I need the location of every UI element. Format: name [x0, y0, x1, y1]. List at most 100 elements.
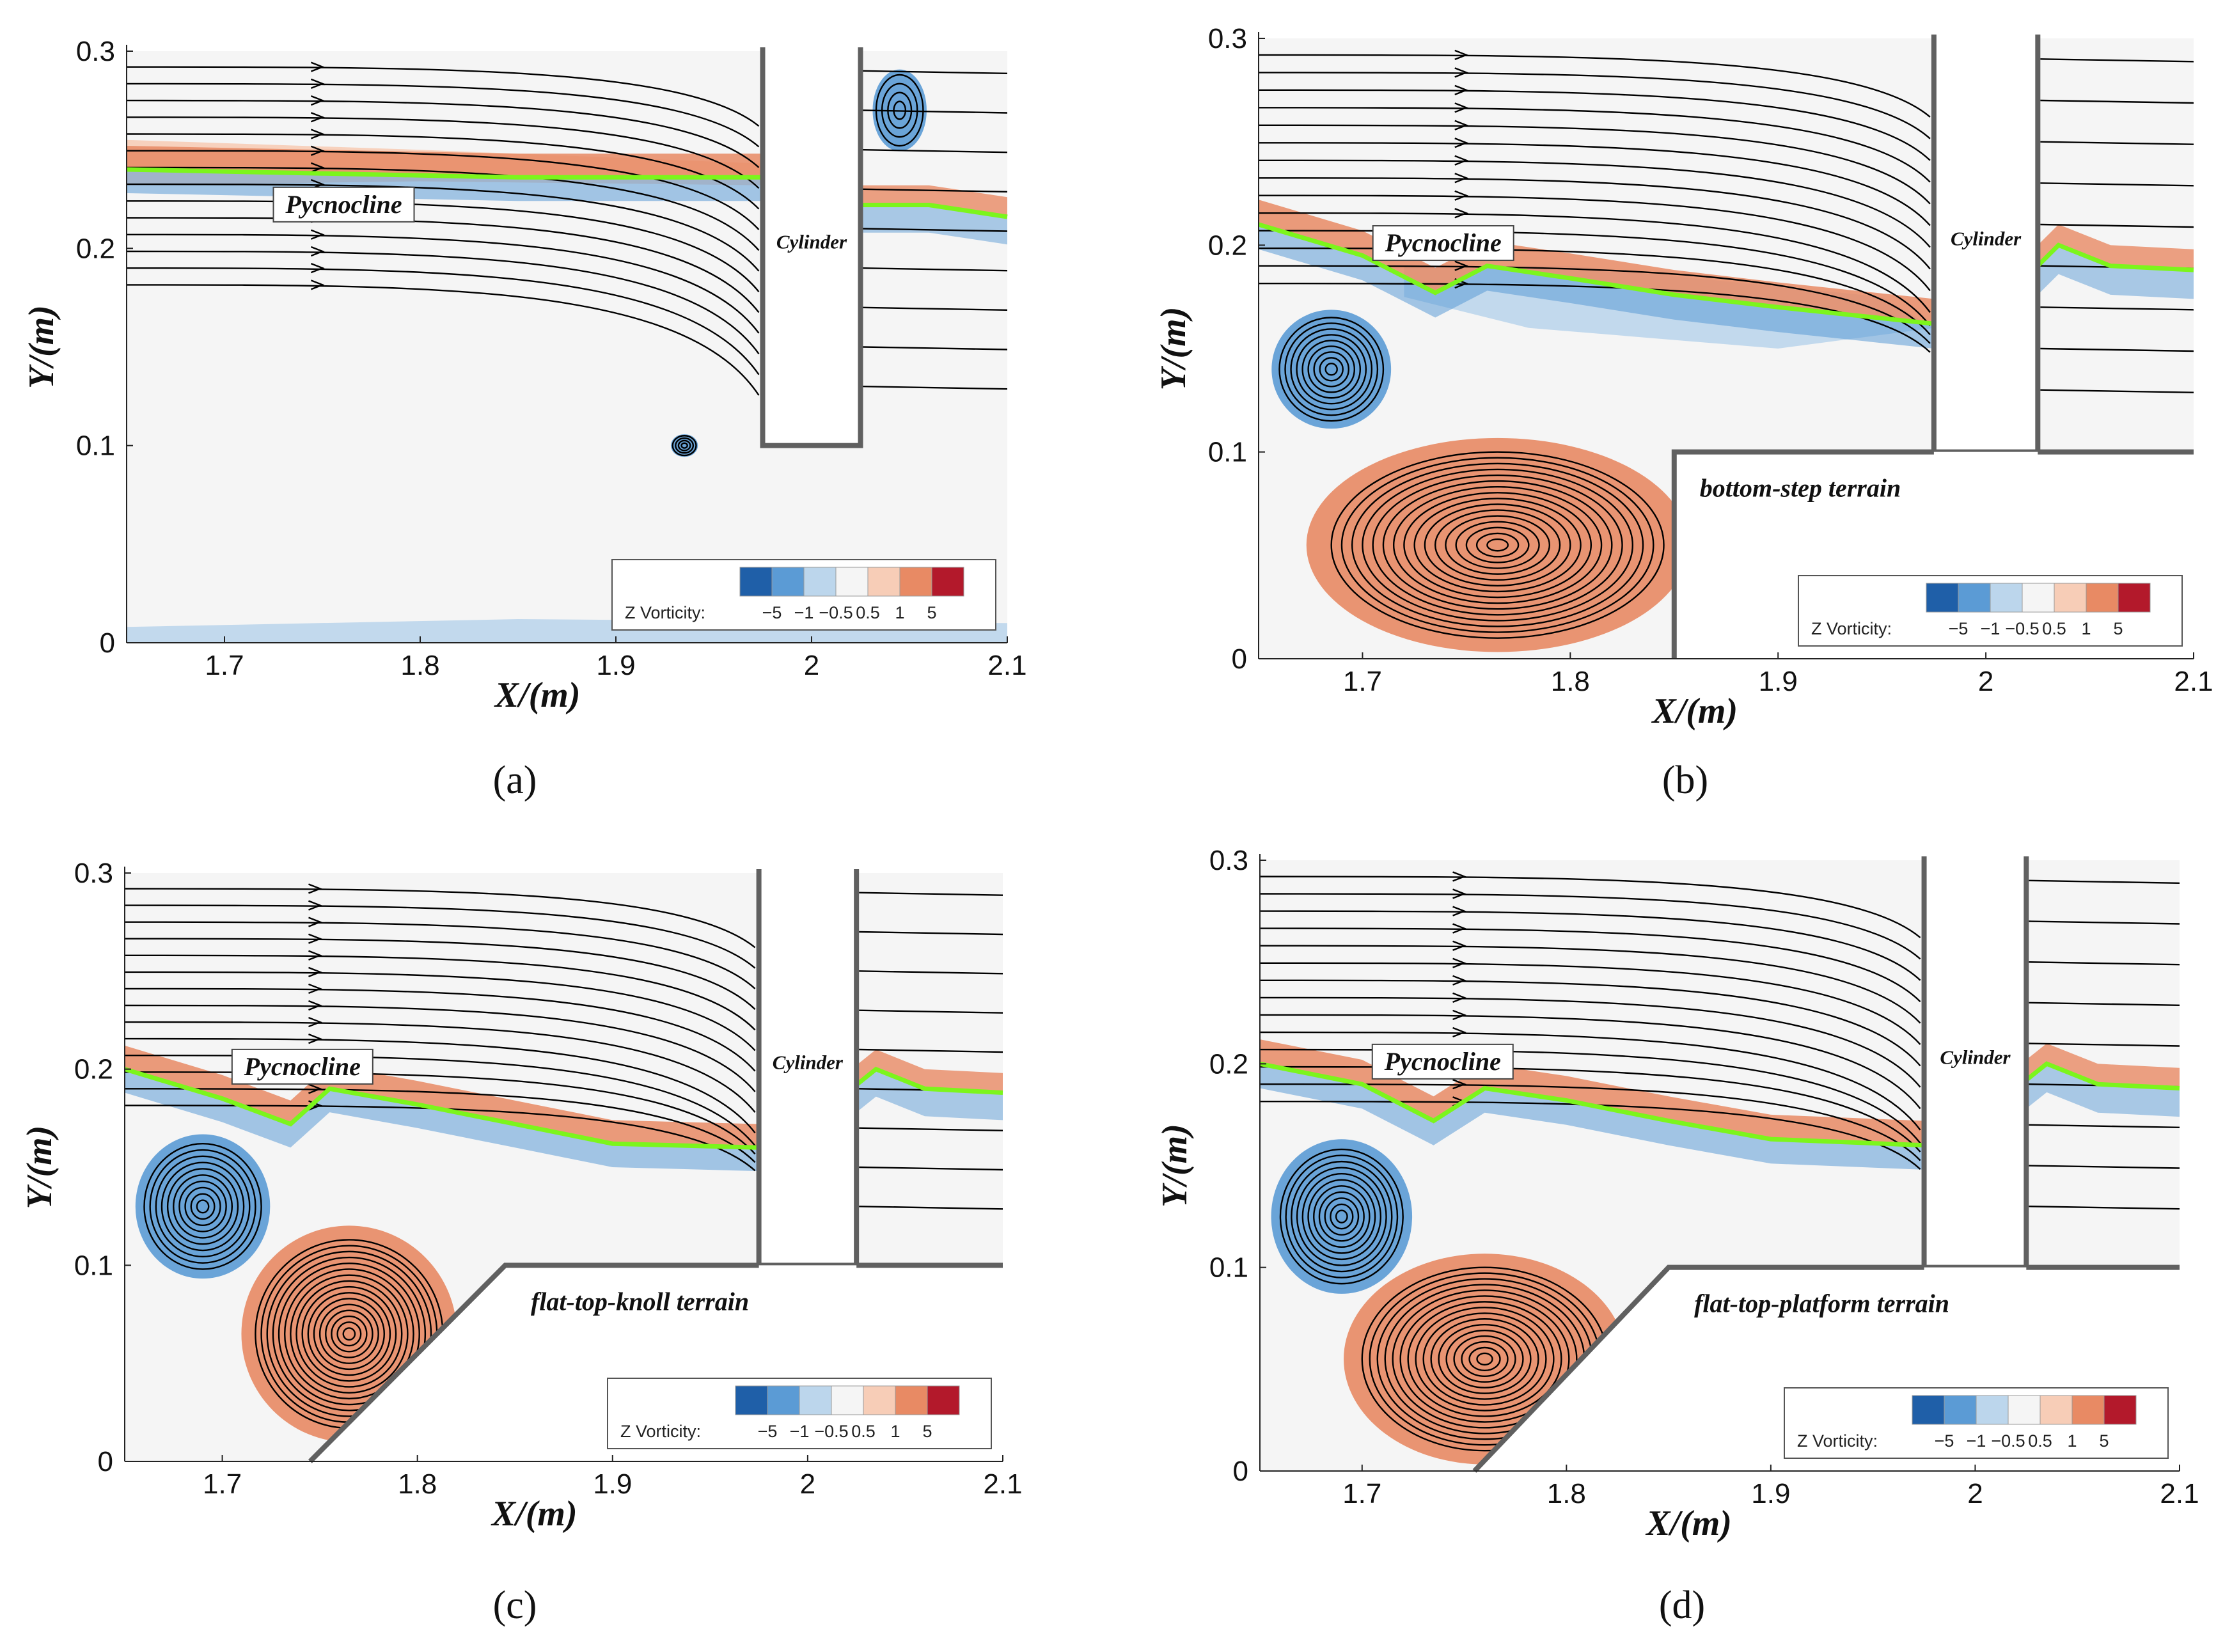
colorbar-swatch: [1912, 1395, 1945, 1425]
colorbar-tick-label: −0.5: [814, 1422, 848, 1441]
cylinder-label: Cylinder: [773, 1051, 844, 1074]
y-tick-label: 0.2: [1208, 230, 1247, 261]
pycnocline-line: [1257, 222, 1935, 326]
colorbar-swatch: [931, 567, 964, 597]
vortex-streamline: [1399, 1295, 1570, 1423]
streamline: [127, 250, 760, 354]
colorbar-title: Z Vorticity:: [1811, 619, 1892, 638]
streamline-arrow: [310, 229, 325, 240]
vortex-streamline: [1465, 526, 1530, 563]
wake-streamline: [863, 267, 1007, 272]
vortex-streamline: [1330, 451, 1665, 639]
y-tick-label: 0.3: [74, 858, 113, 889]
y-axis-label: Y/(m): [1155, 1124, 1195, 1208]
vortex-streamline: [1468, 1346, 1501, 1372]
streamline: [1260, 1083, 1921, 1161]
streamline: [127, 150, 760, 230]
colorbar-tick-label: 5: [922, 1422, 932, 1441]
vortex-streamline: [1301, 1173, 1382, 1261]
wake-streamline: [859, 1206, 1003, 1210]
cylinder-wall: [760, 47, 863, 448]
streamline-arrow: [1452, 888, 1466, 899]
colorbar-tick-label: −5: [1935, 1431, 1954, 1451]
colorbar-tick-label: −1: [1981, 619, 2000, 638]
streamline-arrow: [1452, 992, 1466, 1003]
colorbar-title: Z Vorticity:: [1797, 1431, 1878, 1451]
colorbar-swatch: [899, 567, 932, 597]
vortex-streamline: [173, 1174, 233, 1239]
colorbar-tick-label: 0.5: [2028, 1431, 2052, 1451]
cylinder-label: Cylinder: [1951, 227, 2022, 249]
y-tick-label: 0.1: [1209, 1252, 1248, 1284]
vortex-streamline: [313, 1298, 385, 1371]
vortex-streamline: [1313, 1185, 1371, 1248]
vortex-streamline: [1324, 363, 1338, 376]
y-tick-label: 0.1: [1208, 437, 1247, 468]
terrain-wall: [308, 1263, 1003, 1463]
panel-c: flat-top-knoll terrain 1.7 1.8 1.9 2 2.1 0 0.1 0…: [20, 858, 1023, 1627]
streamline-arrow: [308, 1000, 322, 1011]
streamlines: [125, 883, 1003, 1210]
pycnocline-line-right: [2036, 242, 2194, 272]
vortex-streamline: [149, 1149, 256, 1264]
negative-vortex-core: [1271, 310, 1392, 429]
vortex-streamline: [1296, 1167, 1387, 1266]
x-tick-label: 1.7: [205, 650, 244, 681]
streamline-arrow: [308, 933, 322, 944]
vortex-streamline: [143, 1143, 262, 1270]
x-tick-label: 1.8: [1551, 666, 1590, 697]
y-tick-label: 0.2: [1209, 1048, 1248, 1080]
streamline: [1259, 283, 1931, 353]
cylinder-body: [762, 50, 861, 446]
vortex-streamline: [331, 1315, 368, 1353]
colorbar-title: Z Vorticity:: [620, 1422, 701, 1441]
vorticity-field: [1259, 49, 2194, 652]
pycnocline-label: Pycnocline: [285, 190, 402, 219]
shear-layer-negative-right: [856, 1069, 1003, 1121]
colorbar-tick-label: −5: [758, 1422, 778, 1441]
terrain-label: flat-top-platform terrain: [1694, 1289, 1949, 1318]
shear-layer-positive: [1260, 1039, 1924, 1145]
streamline: [1260, 1014, 1921, 1110]
colorbar-tick-label: −0.5: [1991, 1431, 2025, 1451]
wake-streamline: [2029, 920, 2180, 925]
x-tick-label: 1.9: [1759, 666, 1798, 697]
pycnocline-label: Pycnocline: [244, 1052, 361, 1081]
streamline: [127, 66, 760, 127]
vortex-streamline: [1475, 532, 1520, 558]
vortex-streamline: [1291, 1160, 1393, 1273]
colorbar-tick-label: −1: [794, 603, 814, 622]
vortex-streamline: [1335, 1209, 1348, 1223]
colorbar-tick-label: −0.5: [819, 603, 853, 622]
vortex-streamline: [1279, 1148, 1404, 1285]
x-tick-label: 2: [1978, 666, 1993, 697]
wake-streamline: [2040, 306, 2194, 311]
streamline-arrow: [1454, 260, 1469, 271]
colorbar-swatch: [1958, 583, 1991, 613]
y-axis-label: Y/(m): [20, 1126, 59, 1209]
vortex-streamline: [1340, 457, 1654, 633]
vortex-streamline: [1382, 480, 1613, 610]
y-axis-label: Y/(m): [1154, 307, 1193, 391]
colorbar-tick-label: 1: [890, 1422, 900, 1441]
x-tick-label: 1.8: [398, 1468, 437, 1500]
vortex-streamline: [1422, 1312, 1547, 1406]
colorbar-tick-label: 1: [2067, 1431, 2077, 1451]
colorbar-swatch: [2022, 583, 2055, 613]
colorbar-tick-label: −1: [1967, 1431, 1986, 1451]
streamline: [1259, 107, 1931, 183]
streamline: [125, 1037, 756, 1134]
vortex-streamline: [1453, 1335, 1516, 1383]
wake-streamline: [2040, 347, 2194, 352]
pycnocline-label-box: [1372, 225, 1514, 262]
wake-streamline: [2029, 1124, 2180, 1128]
cylinder-body: [758, 872, 857, 1266]
wake-streamline: [2040, 141, 2194, 145]
streamline: [127, 267, 760, 375]
panel-b: bottom-step terrain 1.7 1.8 1.9 2 2.1 0 0.1 0.2 0…: [1154, 23, 2213, 802]
colorbar-swatch: [895, 1385, 928, 1415]
streamline-arrow: [1454, 173, 1469, 184]
colorbar-tick-label: −5: [1949, 619, 1969, 638]
streamline: [127, 99, 760, 168]
pycnocline-label-box: [231, 1048, 373, 1085]
